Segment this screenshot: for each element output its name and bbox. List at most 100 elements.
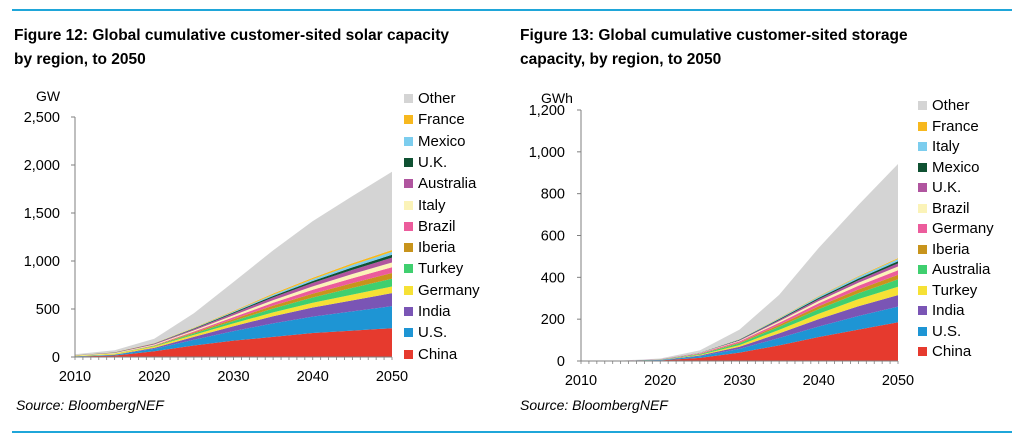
legend-item: Italy	[404, 196, 446, 216]
chart-1-y-tick-label: 0	[52, 350, 60, 366]
legend-item: Turkey	[404, 259, 463, 279]
chart-1-x-tick-label: 2030	[217, 369, 249, 385]
legend-swatch	[918, 326, 927, 336]
chart-2-area-china	[581, 322, 898, 361]
legend-item: U.S.	[918, 322, 961, 342]
legend-item: Germany	[404, 281, 480, 301]
chart-1-area-italy	[75, 262, 392, 356]
legend-swatch	[918, 306, 927, 315]
chart-1-y-tick-label: 2,500	[24, 110, 60, 126]
legend-label: U.K.	[418, 153, 448, 171]
chart-2-y-tick-label: 600	[541, 229, 565, 245]
chart-1-area-brazil	[75, 267, 392, 356]
legend-label: Turkey	[418, 260, 464, 278]
legend-swatch	[918, 121, 927, 131]
legend-swatch	[404, 349, 413, 359]
legend-item: Australia	[918, 260, 990, 280]
legend-swatch	[918, 162, 927, 172]
chart-2-y-tick-label: 200	[541, 312, 565, 328]
chart-1-source: Source: BloombergNEF	[16, 397, 164, 413]
chart-2-x-tick-label: 2020	[644, 373, 676, 389]
chart-1-x-tick-label: 2050	[376, 369, 408, 385]
legend-swatch	[404, 285, 413, 295]
legend-swatch	[918, 101, 927, 110]
legend-item: India	[918, 301, 965, 321]
chart-2-title: Figure 13: Global cumulative customer-si…	[520, 24, 1020, 72]
legend-swatch	[918, 244, 927, 254]
legend-item: U.K.	[918, 178, 961, 198]
chart-2-area-u-s	[581, 306, 898, 361]
legend-swatch	[404, 200, 413, 210]
bottom-rule	[12, 431, 1012, 433]
chart-2-source: Source: BloombergNEF	[520, 397, 668, 413]
legend-swatch	[918, 285, 927, 295]
chart-1-title-line-1: Figure 12: Global cumulative customer-si…	[14, 27, 449, 44]
chart-1-y-tick-label: 1,000	[24, 254, 60, 270]
legend-swatch	[404, 307, 413, 316]
chart-2-area-turkey	[581, 286, 898, 361]
legend-label: India	[418, 303, 451, 320]
legend-swatch	[918, 265, 927, 274]
legend-label: India	[932, 302, 965, 319]
chart-2-y-tick-label: 800	[541, 187, 565, 203]
chart-2-x-tick-label: 2050	[882, 373, 914, 389]
legend-swatch	[404, 221, 413, 231]
legend-label: China	[418, 345, 458, 363]
chart-2-x-tick-label: 2030	[723, 373, 755, 389]
legend-label: Germany	[418, 281, 480, 299]
legend-label: Other	[932, 97, 970, 114]
chart-2-x-tick-label: 2010	[565, 373, 597, 389]
legend-label: China	[932, 343, 972, 360]
legend-label: U.S.	[932, 322, 962, 340]
legend-label: U.K.	[932, 179, 962, 196]
chart-2-y-tick-label: 0	[557, 354, 565, 370]
chart-1-area-iberia	[75, 273, 392, 356]
chart-2-area-india	[581, 295, 898, 361]
chart-2-y-tick-label: 1,000	[529, 145, 565, 161]
chart-1-area-u-s	[75, 306, 392, 357]
legend-item: Other	[918, 96, 970, 116]
legend-label: Italy	[932, 138, 960, 155]
chart-1-area-other	[75, 171, 392, 356]
legend-item: Australia	[404, 174, 476, 194]
legend-item: U.S.	[404, 323, 447, 343]
legend-item: Brazil	[404, 217, 456, 237]
chart-1-area-china	[75, 328, 392, 357]
legend-label: Brazil	[418, 217, 456, 235]
legend-item: U.K.	[404, 153, 447, 173]
legend-item: Iberia	[918, 240, 970, 260]
chart-2-title-line-1: Figure 13: Global cumulative customer-si…	[520, 27, 908, 44]
legend-swatch	[918, 183, 927, 192]
legend-item: Brazil	[918, 199, 970, 219]
chart-1-y-tick-label: 2,000	[24, 158, 60, 174]
chart-1-area-india	[75, 293, 392, 357]
legend-swatch	[404, 243, 413, 253]
legend-item: France	[404, 110, 465, 130]
top-rule	[12, 9, 1012, 11]
chart-1-y-tick-label: 500	[36, 302, 60, 318]
legend-label: Italy	[418, 196, 446, 214]
legend-item: Iberia	[404, 238, 456, 258]
legend-swatch	[918, 142, 927, 151]
chart-1-title-line-2: by region, to 2050	[14, 51, 146, 68]
legend-label: Other	[418, 90, 456, 107]
legend-label: Australia	[418, 175, 477, 193]
legend-label: France	[932, 117, 979, 135]
legend-swatch	[404, 136, 413, 146]
legend-item: Germany	[918, 219, 994, 239]
legend-label: Mexico	[932, 158, 980, 176]
chart-2-area-other	[581, 163, 898, 361]
legend-swatch	[918, 203, 927, 213]
chart-2-area-australia	[581, 279, 898, 361]
legend-label: Iberia	[932, 240, 970, 258]
legend-label: Iberia	[418, 239, 456, 257]
legend-item: China	[918, 342, 971, 362]
chart-2-y-tick-label: 1,200	[529, 103, 565, 119]
legend-label: Germany	[932, 220, 994, 237]
legend-label: France	[418, 111, 465, 129]
chart-2-x-tick-label: 2040	[803, 373, 835, 389]
legend-swatch	[918, 224, 927, 233]
legend-swatch	[404, 94, 413, 103]
